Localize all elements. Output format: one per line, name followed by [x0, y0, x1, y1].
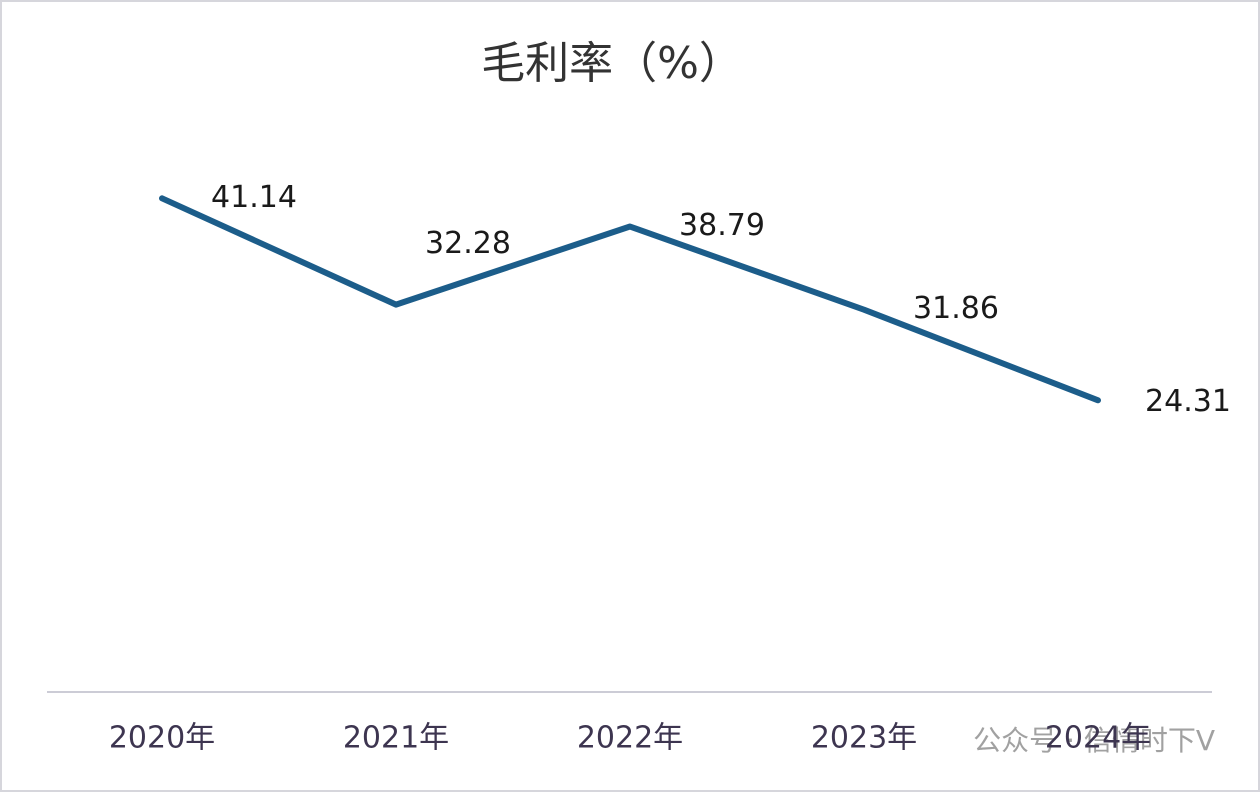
data-label: 24.31 [1145, 384, 1231, 419]
x-tick-label: 2023年 [811, 721, 917, 756]
data-label: 32.28 [425, 226, 511, 261]
chart-title: 毛利率（%） [481, 38, 743, 89]
data-label: 31.86 [913, 291, 999, 326]
x-tick-label: 2024年 [1045, 721, 1151, 756]
watermark: 公众号 · 信情时下V [973, 724, 1215, 757]
x-tick-label: 2022年 [577, 721, 683, 756]
x-tick-label: 2021年 [343, 721, 449, 756]
x-tick-label: 2020年 [109, 721, 215, 756]
data-label: 38.79 [679, 208, 765, 243]
data-label: 41.14 [211, 180, 297, 215]
line [159, 195, 1101, 404]
